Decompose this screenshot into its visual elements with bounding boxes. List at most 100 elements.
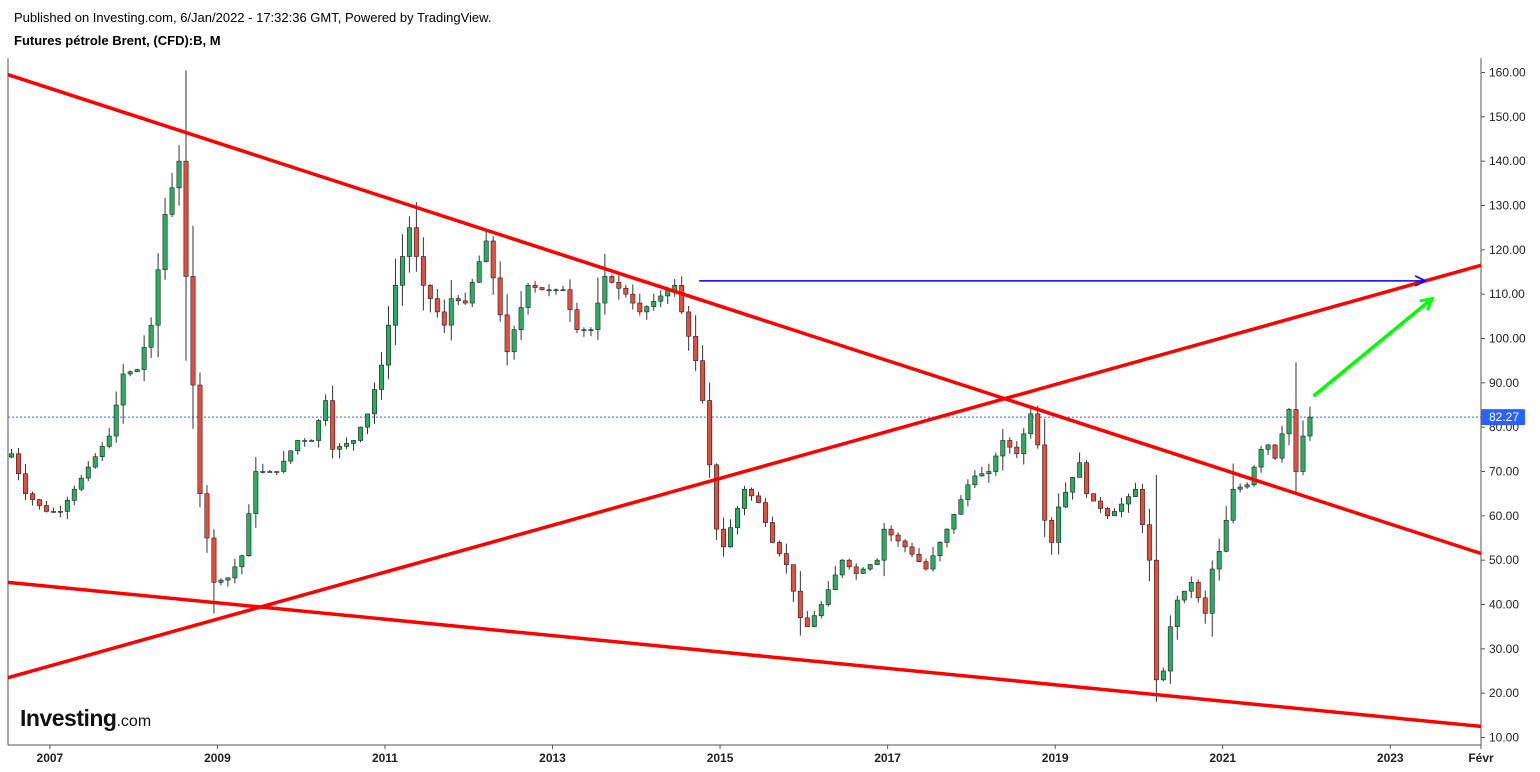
candle (1132, 482, 1138, 497)
candle (1049, 517, 1055, 555)
candle (379, 352, 384, 400)
candle (337, 443, 343, 459)
candle (937, 541, 943, 562)
candle (434, 288, 440, 318)
candle (979, 466, 985, 477)
candle (623, 284, 629, 298)
candle (365, 413, 370, 435)
candle (867, 563, 873, 571)
candle (1279, 425, 1285, 463)
candle (406, 216, 412, 273)
trendline (7, 73, 1482, 556)
candle (455, 295, 461, 306)
published-caption: Published on Investing.com, 6/Jan/2022 -… (14, 10, 492, 25)
candle (71, 485, 77, 506)
y-tick-label: 140.00 (1489, 154, 1526, 168)
candle (490, 236, 496, 295)
candle (448, 279, 454, 341)
candle (728, 519, 734, 548)
candle (50, 507, 56, 513)
x-tick-label: 2019 (1042, 751, 1069, 765)
y-tick-label: 10.00 (1489, 731, 1519, 745)
candle (85, 461, 91, 482)
candle (944, 528, 950, 548)
candle (630, 284, 636, 310)
candle (427, 284, 433, 313)
candle (155, 253, 161, 358)
candle (225, 577, 231, 587)
candle (302, 438, 308, 447)
candle (127, 370, 133, 377)
candle (1119, 498, 1124, 518)
candle (218, 578, 224, 586)
drawings-layer (7, 73, 1482, 729)
candle (420, 237, 426, 311)
candle (881, 523, 887, 577)
candle (1188, 576, 1194, 599)
candle (134, 368, 140, 373)
candle (358, 426, 364, 443)
candle (476, 255, 482, 283)
candle (846, 558, 852, 570)
candle (190, 225, 196, 429)
candle (1181, 590, 1187, 604)
candle (532, 281, 538, 293)
x-tick-label: 2015 (707, 751, 734, 765)
candle (1216, 538, 1222, 581)
candle (1251, 465, 1257, 487)
candle (553, 288, 559, 295)
candle (64, 496, 70, 520)
candle (232, 558, 238, 584)
candle (1070, 477, 1076, 500)
candle (1307, 406, 1313, 441)
candle (1000, 428, 1006, 471)
candle (567, 279, 573, 322)
last-price-label: 82.27 (1489, 410, 1519, 424)
candle (686, 305, 692, 351)
candle (916, 548, 922, 563)
candle (700, 345, 706, 404)
candle (36, 498, 42, 510)
trendline (7, 580, 1482, 729)
candle (316, 418, 322, 448)
y-tick-label: 40.00 (1489, 598, 1519, 612)
candle (309, 439, 315, 442)
candle (511, 325, 517, 360)
candle (392, 258, 398, 346)
candle (1084, 460, 1090, 498)
candle (204, 485, 210, 553)
candle (1258, 446, 1264, 473)
candle (742, 486, 747, 516)
candle (1042, 418, 1048, 537)
candle (609, 274, 615, 284)
x-tick-label: 2009 (204, 751, 231, 765)
x-tick-label: 2017 (874, 751, 901, 765)
candle (602, 253, 608, 315)
candle (344, 437, 350, 449)
candle (1098, 497, 1103, 513)
candle (288, 450, 294, 465)
candle (1028, 408, 1034, 439)
y-tick-label: 160.00 (1489, 66, 1526, 80)
candle (595, 277, 601, 340)
y-tick-label: 30.00 (1489, 642, 1519, 656)
candle (776, 540, 782, 557)
candle (211, 529, 217, 614)
candle (22, 463, 28, 501)
candle (351, 439, 357, 451)
candle (9, 448, 14, 459)
y-tick-label: 70.00 (1489, 465, 1519, 479)
candle (1195, 579, 1201, 603)
candle (295, 439, 301, 455)
candle (504, 294, 510, 366)
candle (92, 453, 98, 469)
candle (930, 547, 936, 572)
candle (1035, 405, 1041, 449)
candle (260, 463, 266, 474)
candle (693, 315, 699, 371)
logo-wordmark: Investing (20, 705, 117, 731)
y-tick-label: 110.00 (1489, 287, 1525, 301)
candle (581, 327, 587, 337)
candle (735, 506, 740, 535)
